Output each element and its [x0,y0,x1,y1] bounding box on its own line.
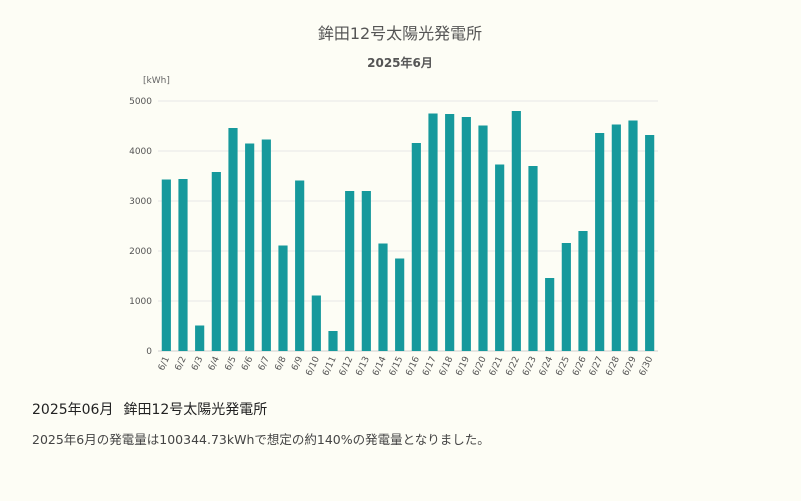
bar [261,139,271,351]
x-tick-label: 6/13 [354,355,372,378]
bar [578,231,588,351]
y-axis-unit: [kWh] [143,76,170,86]
bar [378,243,388,351]
x-tick-label: 6/19 [454,355,472,378]
x-tick-label: 6/14 [371,355,389,378]
y-tick-label: 2000 [129,247,152,257]
x-tick-label: 6/12 [338,355,356,378]
grid [158,100,658,352]
x-tick-label: 6/20 [471,355,489,378]
bar [445,114,455,351]
chart-subtitle: 2025年6月 [367,55,433,70]
bar [628,120,638,351]
x-tick-label: 6/29 [621,355,639,378]
bar [395,258,405,351]
x-tick-label: 6/8 [274,355,289,373]
x-tick-label: 6/4 [207,355,222,373]
bar [461,117,471,351]
y-tick-label: 5000 [129,97,152,107]
y-axis: 0 1000 2000 3000 4000 5000 [129,97,152,357]
x-tick-label: 6/9 [290,355,305,373]
x-tick-label: 6/6 [240,355,255,373]
x-tick-label: 6/5 [224,355,239,372]
x-tick-label: 6/23 [521,355,539,378]
bar-chart: 鉾田12号太陽光発電所 2025年6月 [kWh] 0 1000 2000 3000 4… [129,24,658,378]
bar [328,331,338,351]
bar [195,325,205,351]
y-tick-label: 1000 [129,297,152,307]
bar [345,191,355,351]
x-tick-label: 6/1 [157,355,172,372]
x-tick-label: 6/18 [438,355,456,378]
x-axis: 6/1 6/2 6/3 6/4 6/5 6/6 6/7 6/8 6/9 6/10 6/11 6/12 6… [157,355,656,378]
bar [428,113,438,351]
x-tick-label: 6/21 [488,355,506,378]
x-tick-label: 6/10 [304,355,322,378]
y-tick-label: 0 [146,347,152,357]
chart-title: 鉾田12号太陽光発電所 [318,24,482,43]
bar [511,111,521,351]
x-tick-label: 6/22 [504,355,522,378]
x-tick-label: 6/30 [638,355,656,378]
x-tick-label: 6/2 [174,355,189,372]
x-tick-label: 6/24 [538,355,556,378]
bar [478,125,488,351]
bar [528,166,538,351]
report-period: 2025年06月 [32,402,114,418]
bar [411,143,421,351]
x-tick-label: 6/15 [388,355,406,378]
bar [495,164,505,351]
bar [545,278,555,351]
x-tick-label: 6/16 [404,355,422,378]
bar [211,172,221,351]
bar [611,124,621,351]
x-tick-label: 6/7 [257,355,272,372]
bars [161,111,655,351]
report-summary: 2025年6月の発電量は100344.73kWhで想定の約140%の発電量となり… [32,432,490,447]
report-plant-name: 鉾田12号太陽光発電所 [123,402,268,418]
bar [161,179,171,351]
report-heading: 2025年06月 鉾田12号太陽光発電所 [32,399,277,419]
bar [595,133,605,351]
x-tick-label: 6/11 [321,355,339,378]
bar [228,128,238,351]
bar [178,179,188,351]
x-tick-label: 6/25 [554,355,572,378]
bar [645,135,655,351]
bar [311,295,321,351]
bar [361,191,371,351]
x-tick-label: 6/26 [571,355,589,378]
x-tick-label: 6/27 [588,355,606,378]
y-tick-label: 3000 [129,197,152,207]
bar [561,243,571,351]
bar [245,143,255,351]
x-tick-label: 6/28 [604,355,622,378]
x-tick-label: 6/17 [421,355,439,378]
bar [278,245,288,351]
bar [295,180,305,351]
y-tick-label: 4000 [129,147,152,157]
x-tick-label: 6/3 [190,355,205,372]
